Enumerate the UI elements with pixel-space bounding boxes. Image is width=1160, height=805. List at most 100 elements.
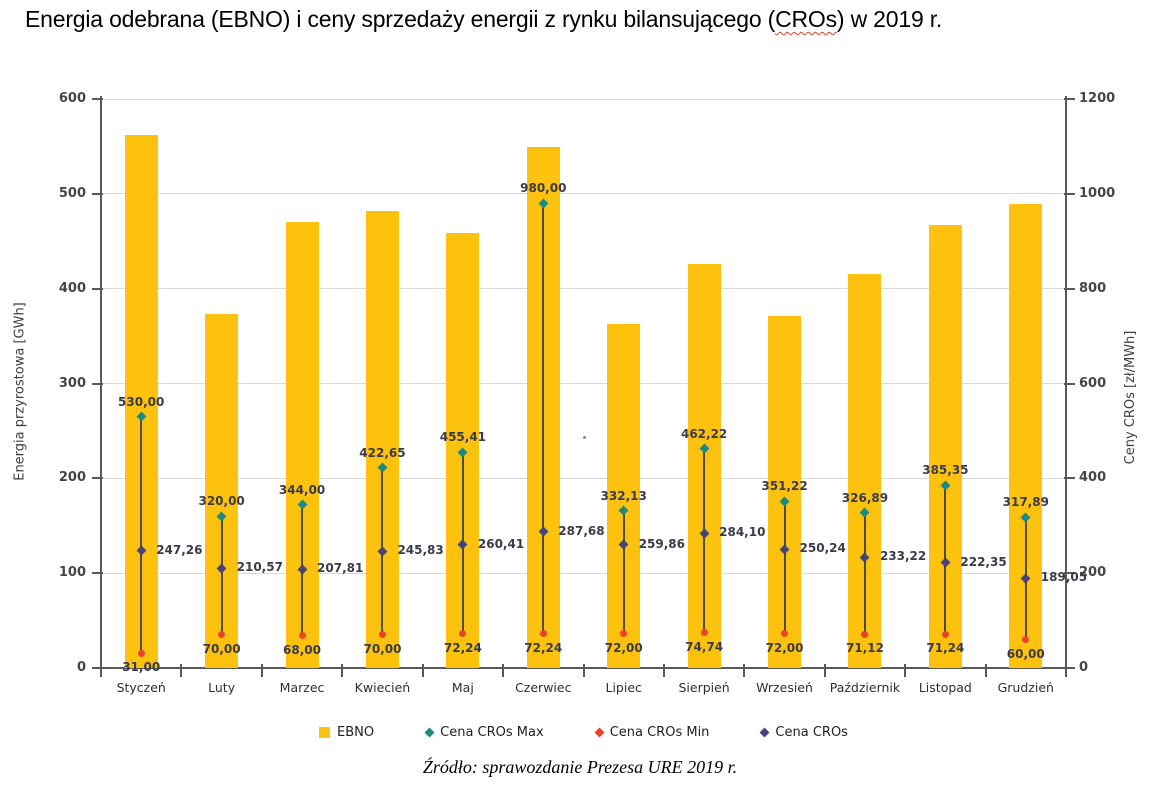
label-cros-max: 980,00 — [520, 181, 567, 196]
label-cros: 287,68 — [558, 523, 605, 538]
y-axis-tick — [1064, 477, 1075, 480]
label-cros-max: 455,41 — [439, 430, 487, 445]
label-cros-min: 68,00 — [283, 642, 322, 657]
x-axis-tick — [260, 664, 263, 677]
y-axis-tick — [92, 667, 103, 669]
x-axis-tick — [823, 664, 826, 677]
label-cros: 207,81 — [317, 561, 364, 576]
x-axis-tick — [743, 664, 746, 677]
diamond-swatch-icon — [424, 727, 435, 737]
legend-label: Cena CROs Min — [609, 724, 710, 740]
y-axis-tick-label: 200 — [1079, 565, 1107, 581]
y-axis-tick — [92, 477, 103, 480]
source-caption: Źródło: sprawozdanie Prezesa URE 2019 r. — [422, 757, 738, 777]
chart-title: Energia odebrana (EBNO) i ceny sprzedaży… — [25, 6, 1145, 33]
x-axis-tick — [341, 664, 344, 677]
label-cros: 247,26 — [156, 542, 203, 557]
x-axis-category-label: Luty — [208, 680, 236, 695]
price-range-line — [542, 203, 545, 634]
x-axis-tick — [180, 664, 183, 677]
label-cros-max: 320,00 — [198, 494, 245, 509]
label-cros-max: 530,00 — [118, 394, 165, 409]
y-axis-tick-label: 1200 — [1079, 91, 1116, 106]
legend-label: EBNO — [337, 724, 375, 740]
y-axis-tick — [1064, 192, 1075, 195]
label-cros: 259,86 — [638, 536, 686, 551]
x-axis-category-label: Lipiec — [605, 680, 642, 695]
label-cros: 222,35 — [960, 554, 1007, 569]
label-cros: 260,41 — [477, 536, 525, 551]
label-cros: 233,22 — [879, 549, 927, 564]
label-cros-min: 31,00 — [122, 660, 161, 675]
label-cros-min: 71,12 — [845, 641, 884, 656]
price-range-line — [863, 512, 866, 635]
y-axis-tick-label: 0 — [1079, 660, 1089, 675]
y-axis-tick — [1064, 98, 1075, 100]
label-cros-min: 72,24 — [524, 640, 563, 655]
label-cros-min: 72,00 — [765, 640, 804, 655]
y-axis-tick — [92, 192, 103, 195]
legend-item-cena-cros-min: Cena CROs Min — [594, 724, 710, 740]
y-axis-tick-label: 600 — [1079, 375, 1107, 391]
y-axis-tick-label: 200 — [58, 470, 86, 486]
label-cros-min: 60,00 — [1006, 646, 1045, 661]
chart-title-part1: Energia odebrana (EBNO) i ceny sprzedaży… — [25, 6, 776, 32]
x-axis-tick — [421, 664, 424, 677]
x-axis-tick — [904, 664, 907, 677]
price-range-line — [220, 516, 223, 635]
gridline — [101, 383, 1066, 384]
chart-title-part2: ) w 2019 r. — [836, 6, 943, 32]
y-axis-tick — [92, 98, 103, 100]
x-axis-category-label: Wrzesień — [756, 680, 813, 695]
legend-item-cena-cros-max: Cena CROs Max — [424, 725, 544, 740]
smudge-artifact — [583, 436, 586, 439]
y-axis-tick-label: 0 — [76, 660, 86, 675]
x-axis-tick — [502, 664, 505, 677]
chart-legend: EBNO Cena CROs Max Cena CROs Min Cena CROs — [101, 720, 1066, 744]
x-axis-category-label: Kwiecień — [354, 680, 411, 695]
x-axis-tick — [582, 664, 585, 677]
y-axis-tick — [92, 382, 103, 385]
y-axis-tick-label: 400 — [1079, 470, 1107, 486]
y-axis-tick-label: 1000 — [1079, 185, 1116, 201]
x-axis-tick — [100, 664, 102, 677]
label-cros-max: 326,89 — [841, 490, 889, 505]
gridline — [101, 288, 1066, 290]
x-axis-category-label: Styczeń — [116, 680, 166, 695]
y-axis-tick-label: 500 — [58, 185, 86, 201]
y-axis-tick — [1064, 287, 1075, 290]
y-axis-tick — [1064, 572, 1075, 575]
label-cros-max: 351,22 — [761, 479, 808, 494]
x-axis-tick — [662, 664, 665, 677]
label-cros-min: 72,00 — [604, 640, 643, 655]
price-range-line — [622, 510, 625, 634]
gridline — [101, 477, 1066, 479]
label-cros-max: 422,65 — [359, 445, 406, 460]
label-cros-min: 70,00 — [202, 641, 241, 656]
price-range-line — [140, 416, 143, 654]
label-cros: 245,83 — [397, 543, 444, 558]
x-axis-tick — [984, 664, 987, 677]
x-axis-category-label: Październik — [829, 680, 901, 695]
square-swatch-icon — [319, 726, 331, 738]
gridline — [101, 193, 1066, 195]
y-axis-tick-label: 300 — [58, 375, 86, 391]
x-axis-category-label: Sierpień — [678, 680, 730, 695]
label-cros-max: 332,13 — [600, 488, 647, 503]
x-axis-category-label: Maj — [451, 680, 474, 695]
label-cros-max: 385,35 — [922, 463, 969, 478]
y-axis-tick-label: 800 — [1079, 280, 1107, 296]
label-cros-min: 70,00 — [363, 641, 402, 656]
label-cros: 284,10 — [719, 525, 766, 540]
diamond-swatch-icon — [594, 727, 605, 737]
y-axis-tick-label: 600 — [58, 91, 86, 106]
diamond-swatch-icon — [759, 727, 770, 737]
price-range-line — [703, 448, 706, 633]
chart-title-cros: CROs — [775, 6, 837, 32]
label-cros-min: 74,74 — [685, 639, 724, 654]
label-cros-max: 344,00 — [278, 482, 326, 497]
legend-item-cena-cros: Cena CROs — [759, 725, 848, 740]
